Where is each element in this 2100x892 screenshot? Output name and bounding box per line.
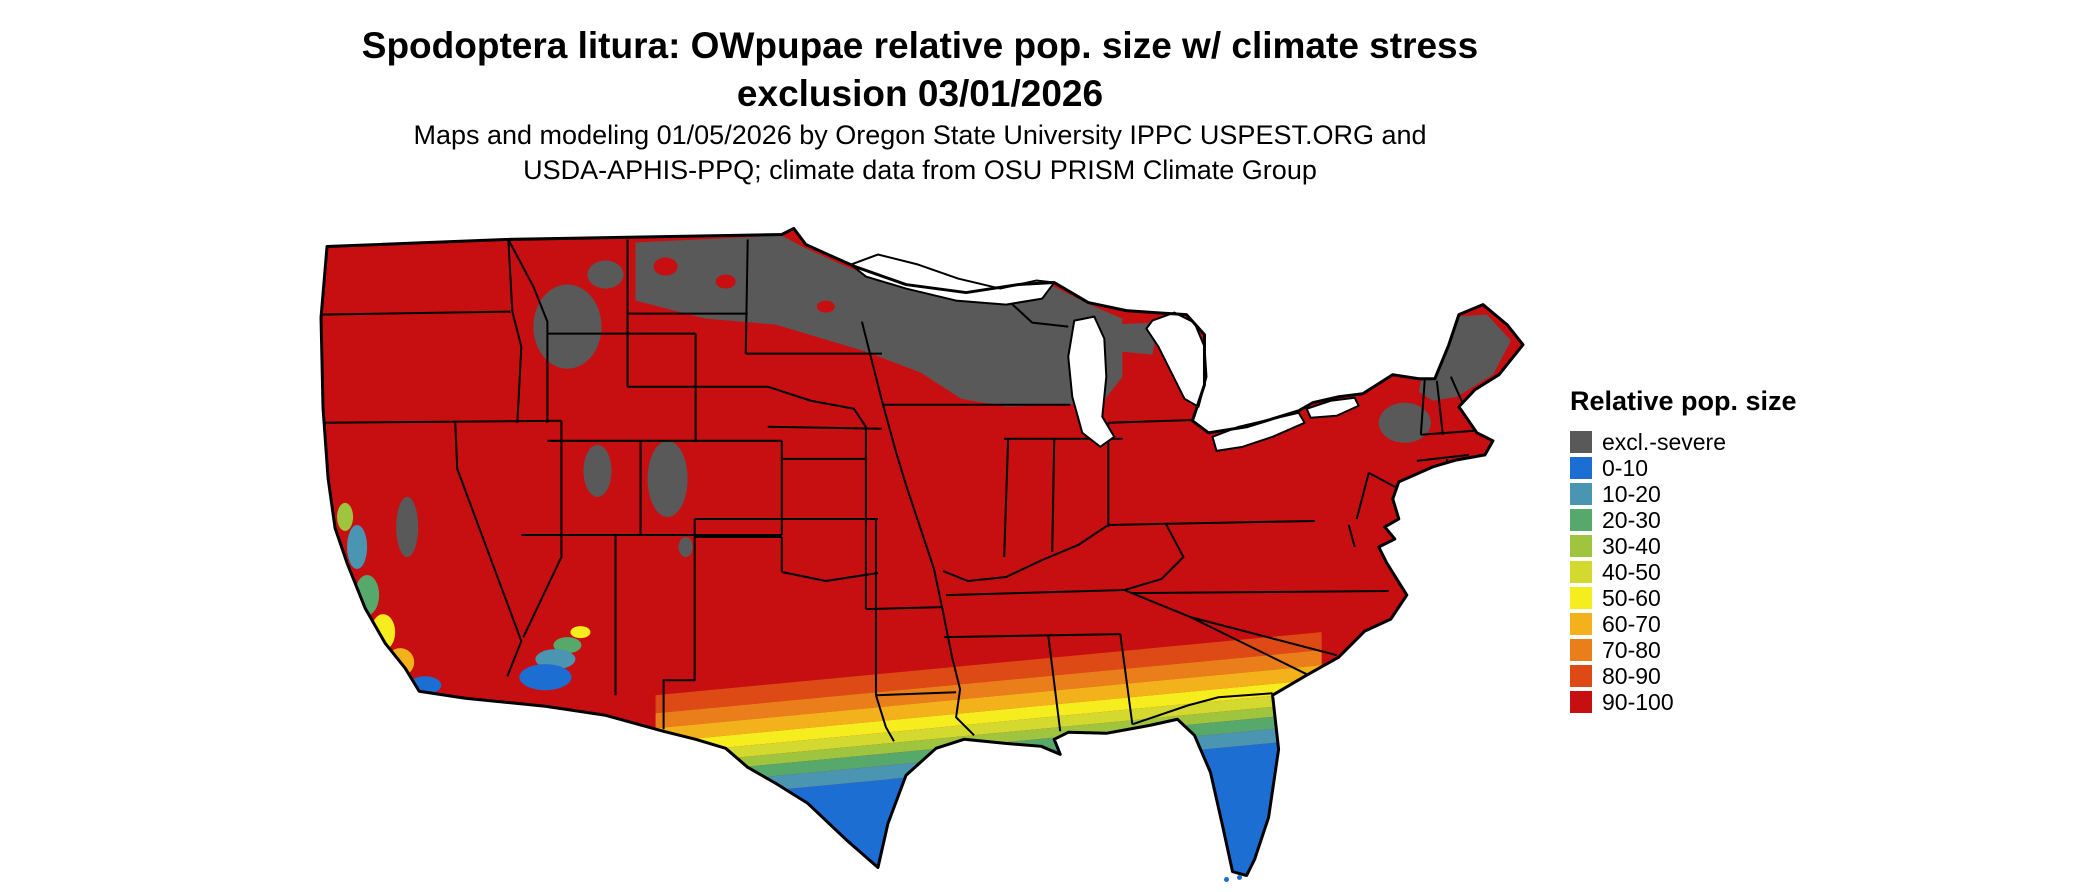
us-map <box>319 226 1525 883</box>
region-excl-montana-patch <box>587 260 624 289</box>
legend-item: 80-90 <box>1570 663 1870 689</box>
region-az-10-20 <box>535 649 576 670</box>
us-map-figure <box>305 226 1527 884</box>
regions-excluded-severe <box>396 235 1511 558</box>
legend-swatch <box>1570 691 1592 713</box>
region-band-70-80 <box>655 650 1322 729</box>
state-borders <box>321 239 1475 742</box>
region-az-0-10 <box>519 664 572 691</box>
map-title: Spodoptera litura: OWpupae relative pop.… <box>0 22 1840 118</box>
region-ca-coast-10-20 <box>347 524 368 570</box>
legend-item: excl.-severe <box>1570 429 1870 455</box>
map-fill-layers <box>321 228 1523 876</box>
region-ca-coast-50-60 <box>371 614 396 651</box>
legend-item-label: 0-10 <box>1602 454 1649 481</box>
region-speckle <box>715 274 736 289</box>
map-subtitle-line1: Maps and modeling 01/05/2026 by Oregon S… <box>413 120 1427 150</box>
legend: Relative pop. size excl.-severe 0-10 10-… <box>1570 386 1870 715</box>
legend-item: 90-100 <box>1570 689 1870 715</box>
legend-item-label: 50-60 <box>1602 584 1661 611</box>
legend-swatch <box>1570 587 1592 609</box>
legend-item: 20-30 <box>1570 507 1870 533</box>
region-excl-utah-mountains <box>583 444 612 497</box>
legend-item-label: 10-20 <box>1602 480 1661 507</box>
legend-swatch <box>1570 639 1592 661</box>
legend-item-label: excl.-severe <box>1602 428 1726 455</box>
legend-item-label: 40-50 <box>1602 558 1661 585</box>
region-excl-northern-new-england <box>1418 314 1511 401</box>
legend-swatch <box>1570 509 1592 531</box>
lake-michigan <box>1067 315 1116 448</box>
legend-item: 70-80 <box>1570 637 1870 663</box>
florida-keys-dot <box>1237 875 1243 881</box>
legend-swatch <box>1570 535 1592 557</box>
legend-swatch <box>1570 665 1592 687</box>
legend-item: 50-60 <box>1570 585 1870 611</box>
legend-swatch <box>1570 613 1592 635</box>
legend-item-label: 20-30 <box>1602 506 1661 533</box>
florida-keys-dot <box>1224 877 1230 883</box>
region-speckle <box>816 300 835 313</box>
us-outline <box>319 226 1525 878</box>
legend-item: 60-70 <box>1570 611 1870 637</box>
region-excl-adirondacks <box>1378 402 1431 443</box>
lake-ontario <box>1305 396 1360 419</box>
legend-title: Relative pop. size <box>1570 386 1797 416</box>
region-band-40-50 <box>655 691 1322 766</box>
region-az-20-30 <box>553 637 582 654</box>
map-subtitle-line2: USDA-APHIS-PPQ; climate data from OSU PR… <box>523 154 1317 185</box>
legend-swatch <box>1570 483 1592 505</box>
map-title-line1: Spodoptera litura: OWpupae relative pop.… <box>361 25 1479 66</box>
region-band-80-90 <box>655 632 1322 714</box>
region-band-50-60 <box>655 679 1322 755</box>
legend-item: 30-40 <box>1570 533 1870 559</box>
legend-item-label: 90-100 <box>1602 688 1674 715</box>
region-az-50-60 <box>570 626 591 639</box>
legend-item-label: 70-80 <box>1602 636 1661 663</box>
region-excl-northern-tier <box>635 235 1123 407</box>
legend-item: 10-20 <box>1570 481 1870 507</box>
legend-swatch <box>1570 457 1592 479</box>
great-lakes <box>849 253 1360 452</box>
legend-item-label: 60-70 <box>1602 610 1661 637</box>
legend-item-label: 30-40 <box>1602 532 1661 559</box>
legend-item: 40-50 <box>1570 559 1870 585</box>
legend-item-label: 80-90 <box>1602 662 1661 689</box>
region-excl-idaho-montana-rockies <box>533 284 602 369</box>
region-excl-northern-new-mexico <box>678 536 693 558</box>
legend-swatch <box>1570 561 1592 583</box>
region-speckle <box>653 257 678 276</box>
legend-swatch <box>1570 431 1592 453</box>
legend-item: 0-10 <box>1570 455 1870 481</box>
region-excl-sierra-nevada <box>396 496 419 558</box>
map-title-line2: exclusion 03/01/2026 <box>736 73 1104 115</box>
region-excl-colorado-rockies <box>647 440 688 517</box>
region-ca-coast-30-40 <box>337 502 354 531</box>
region-excl-northern-michigan <box>1106 322 1159 355</box>
map-subtitle: Maps and modeling 01/05/2026 by Oregon S… <box>0 118 1840 187</box>
regions-red-speckles <box>653 257 835 313</box>
region-band-60-70 <box>655 665 1322 743</box>
lake-erie <box>1211 411 1306 452</box>
region-band-30-40 <box>655 702 1322 776</box>
